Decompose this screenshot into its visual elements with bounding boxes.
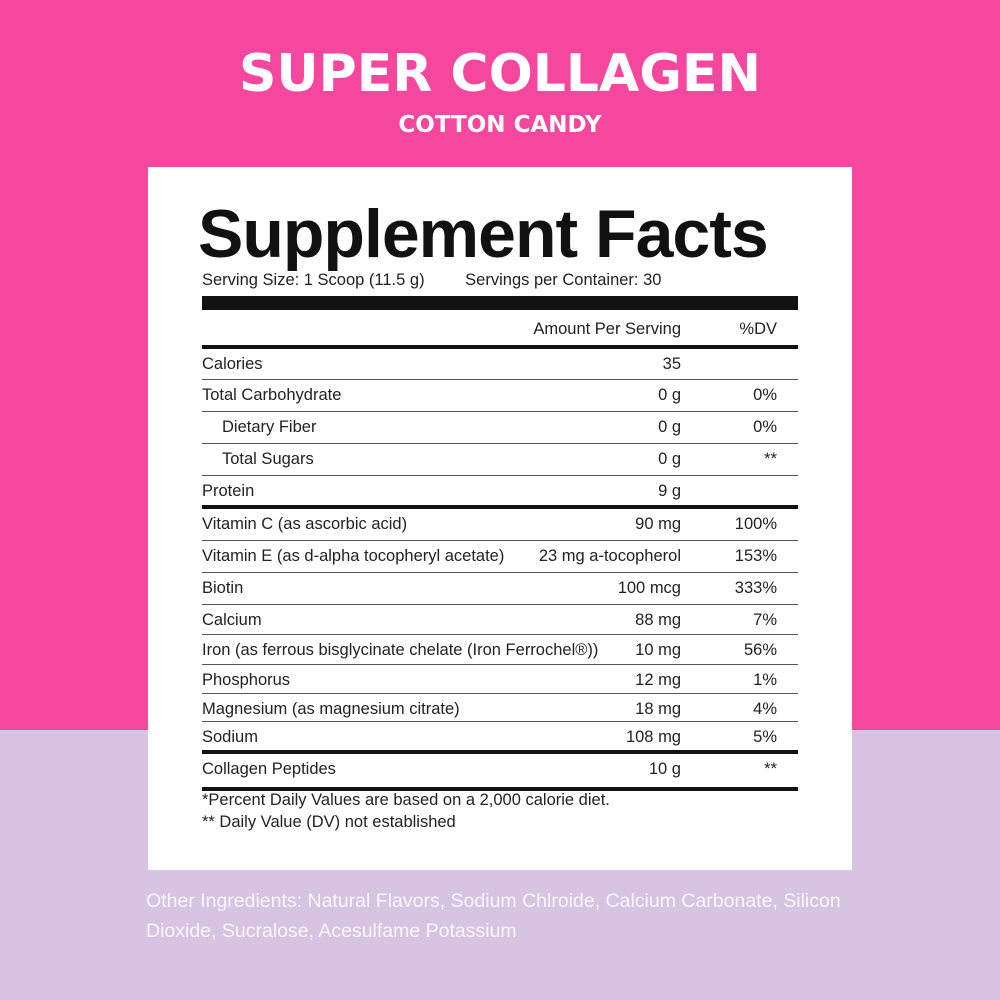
amount-value: 100 mcg [617,579,681,597]
nutrient-name: Sodium [202,728,258,746]
amount-value: 12 mg [635,671,681,689]
dv-value: 153% [734,547,777,565]
table-row: Calories 35 [202,349,798,380]
supplement-facts-panel: Supplement Facts Serving Size: 1 Scoop (… [148,167,852,870]
footnote: *Percent Daily Values are based on a 2,0… [202,791,610,809]
amount-value: 9 g [658,482,681,500]
nutrient-name: Biotin [202,579,244,597]
amount-value: 23 mg a-tocopherol [538,547,681,565]
serving-size: Serving Size: 1 Scoop (11.5 g) [202,271,425,289]
dv-value: 333% [734,579,777,597]
table-row: Magnesium (as magnesium citrate) 18 mg 4% [202,694,798,722]
nutrient-name: Total Carbohydrate [202,386,342,404]
nutrient-name: Iron (as ferrous bisglycinate chelate (I… [202,641,599,659]
table-row: Total Carbohydrate 0 g 0% [202,380,798,412]
amount-value: 35 [662,355,681,373]
amount-value: 88 mg [635,611,681,629]
product-title: SUPER COLLAGEN [238,44,762,104]
dv-header: %DV [739,320,777,338]
servings-per-container: Servings per Container: 30 [465,271,662,289]
amount-value: 18 mg [635,700,681,718]
nutrient-name: Total Sugars [222,450,314,468]
amount-value: 108 mg [625,728,681,746]
dv-value: 56% [743,641,777,659]
amount-value: 0 g [658,418,681,436]
facts-table: Amount Per Serving %DV Calories 35 Total C… [202,296,798,791]
divider-bar [202,296,798,310]
amount-value: 0 g [658,450,681,468]
table-row: Phosphorus 12 mg 1% [202,665,798,694]
table-header: Amount Per Serving %DV [202,310,798,349]
nutrient-name: Calcium [202,611,262,629]
dv-value: 0% [753,418,777,436]
table-row: Protein 9 g [202,476,798,509]
table-row: Vitamin C (as ascorbic acid) 90 mg 100% [202,509,798,541]
nutrient-name: Collagen Peptides [202,760,336,778]
footnotes: *Percent Daily Values are based on a 2,0… [202,789,610,833]
amount-value: 10 mg [635,641,681,659]
table-row: Collagen Peptides 10 g ** [202,754,798,791]
nutrient-name: Calories [202,355,263,373]
nutrient-name: Protein [202,482,255,500]
nutrient-name: Dietary Fiber [222,418,317,436]
other-ingredients: Other Ingredients: Natural Flavors, Sodi… [146,890,841,942]
dv-value: 100% [734,515,777,533]
dv-value: 0% [753,386,777,404]
product-flavor: COTTON CANDY [398,112,602,138]
dv-value: 4% [753,700,777,718]
dv-value: ** [764,760,777,778]
amount-value: 10 g [648,760,681,778]
table-row: Sodium 108 mg 5% [202,722,798,754]
dv-value: 7% [753,611,777,629]
dv-value: 5% [753,728,777,746]
serving-info: Serving Size: 1 Scoop (11.5 g) Servings … [202,271,697,290]
nutrient-name: Magnesium (as magnesium citrate) [202,700,460,718]
table-row: Biotin 100 mcg 333% [202,573,798,605]
nutrient-name: Vitamin E (as d-alpha tocopheryl acetate… [202,547,505,565]
nutrient-name: Vitamin C (as ascorbic acid) [202,515,408,533]
table-row: Vitamin E (as d-alpha tocopheryl acetate… [202,541,798,573]
table-row: Calcium 88 mg 7% [202,605,798,635]
dv-value: ** [764,450,777,468]
amount-header: Amount Per Serving [533,320,681,338]
dv-value: 1% [753,671,777,689]
amount-value: 0 g [658,386,681,404]
table-row: Iron (as ferrous bisglycinate chelate (I… [202,635,798,665]
table-row: Dietary Fiber 0 g 0% [202,412,798,444]
footnote: ** Daily Value (DV) not established [202,813,456,831]
amount-value: 90 mg [635,515,681,533]
table-row: Total Sugars 0 g ** [202,444,798,476]
panel-heading: Supplement Facts [198,196,769,272]
nutrient-name: Phosphorus [202,671,291,689]
